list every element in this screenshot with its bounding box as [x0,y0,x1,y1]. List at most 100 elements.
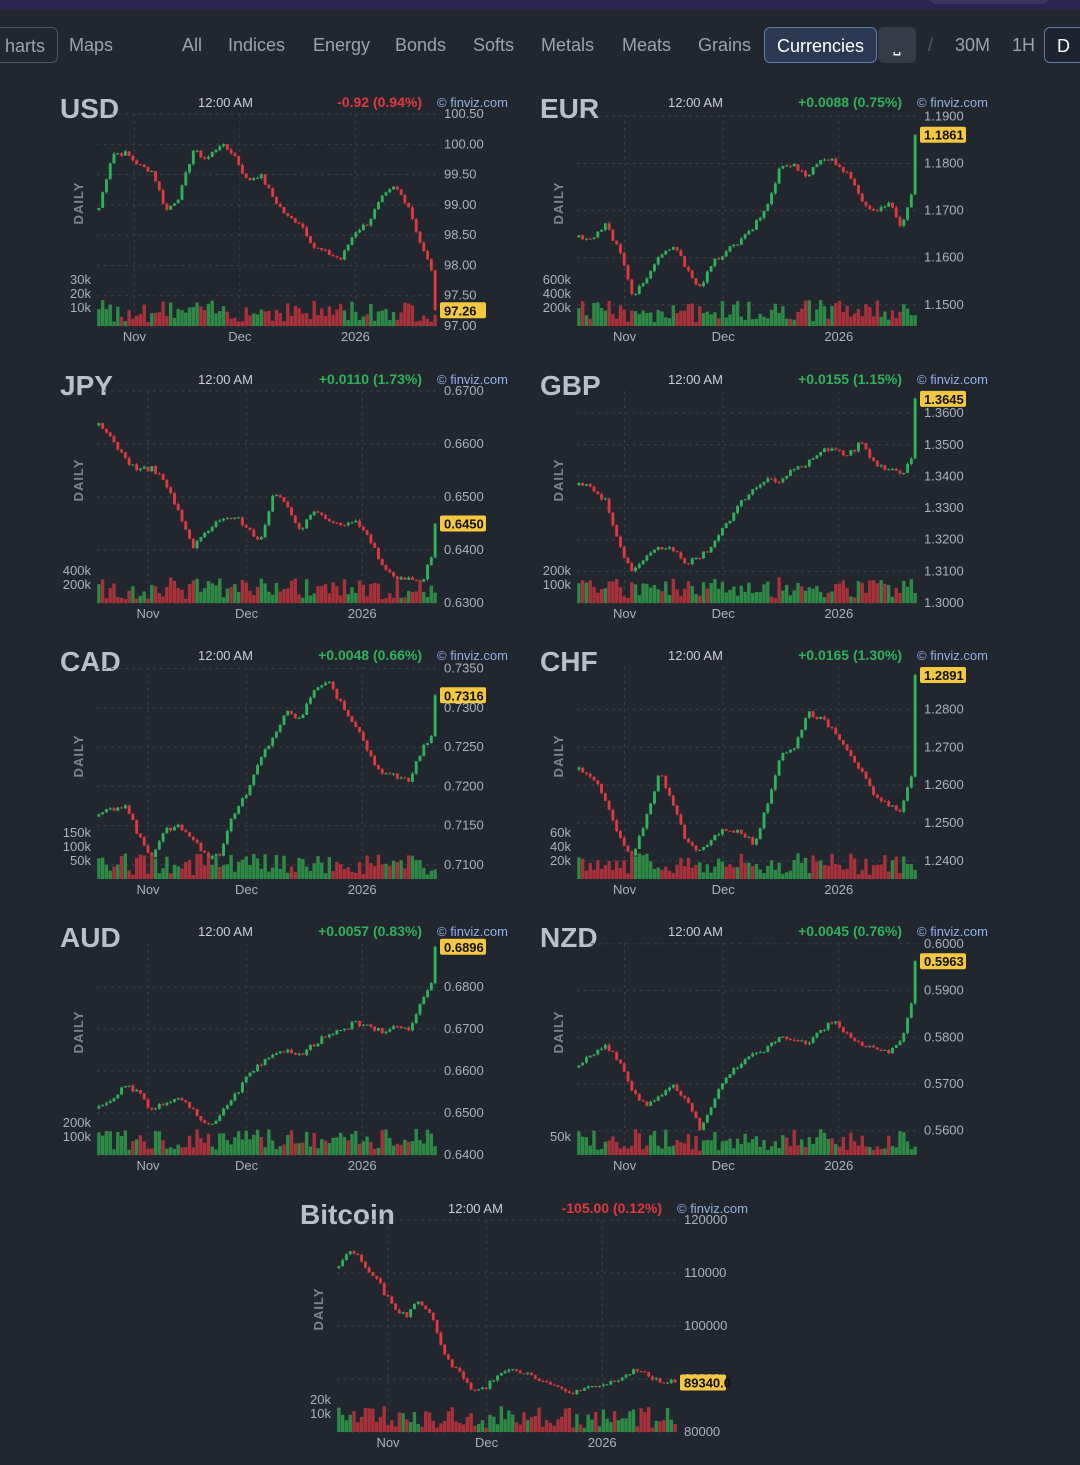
volume-bar [773,598,778,603]
chart-cad[interactable]: CAD 12:00 AM +0.0048 (0.66%) © finviz.com DA… [55,643,525,905]
volume-bar [293,1143,298,1155]
volume-bar [395,580,400,603]
candle-body [807,459,811,467]
candle-body [622,546,626,558]
chart-chf[interactable]: CHF 12:00 AM +0.0165 (1.30%) © finviz.com DA… [535,643,1005,905]
period-label: DAILY [71,182,86,225]
filter-all[interactable]: All [182,35,203,55]
volume-bar [259,309,264,326]
chart-jpy[interactable]: JPY 12:00 AM +0.0110 (1.73%) © finviz.com DA… [55,367,525,629]
chart-usd[interactable]: USD 12:00 AM -0.92 (0.94%) © finviz.com DAIL… [55,90,525,352]
candle-body [203,157,207,159]
space-icon[interactable]: ⎵ [878,27,916,63]
timeframe-30m[interactable]: 30M [955,35,991,55]
tab-maps[interactable]: Maps [69,35,114,55]
filter-softs[interactable]: Softs [473,35,515,55]
volume-bar [698,306,702,326]
volume-bar [811,321,815,326]
candle-body [600,1048,603,1050]
volume-bar [701,1140,706,1155]
candle-body [173,492,176,505]
volume-bar [894,856,898,879]
candle-body [157,473,161,475]
candle-body [868,449,872,458]
candle-body [256,178,259,180]
candle-body [399,189,403,195]
candle-body [909,458,913,464]
volume-bar [131,1141,135,1155]
volume-bar [278,591,282,603]
volume-bar [435,1427,439,1432]
candle-body [278,203,282,208]
filter-currencies[interactable]: Currencies [764,27,878,63]
candle-body [819,1030,823,1033]
candle-body [157,181,161,191]
candle-body [395,1026,399,1028]
volume-bar [622,1146,626,1155]
filter-grains[interactable]: Grains [698,35,752,55]
filter-energy[interactable]: Energy [313,35,371,55]
candle-body [462,1371,465,1379]
candle-body [728,246,732,252]
chart-bitcoin[interactable]: Bitcoin 12:00 AM -105.00 (0.12%) © finviz.c… [295,1196,765,1458]
chart-aud[interactable]: AUD 12:00 AM +0.0057 (0.83%) © finviz.com DA… [55,919,525,1181]
candle-body [751,1053,755,1057]
x-tick-label: Nov [376,1435,400,1450]
volume-bar [157,312,162,326]
candle-body [120,449,123,453]
filter-bonds[interactable]: Bonds [395,35,447,55]
tab-charts[interactable]: harts [0,27,59,63]
volume-bar [788,1146,793,1155]
filter-metals[interactable]: Metals [541,35,595,55]
timeframe-daily[interactable]: D [1044,27,1080,63]
candle-body [690,1103,694,1112]
candle-body [758,1052,762,1054]
volume-bar [202,310,207,326]
change-label: +0.0088 (0.75%) [798,94,902,110]
candle-body [637,835,641,849]
candle-body [259,1064,263,1066]
volume-bar [607,861,611,879]
candle-body [660,547,664,550]
candle-body [619,536,622,547]
volume-bar [202,1142,207,1155]
candle-body [815,1032,819,1038]
volume-bar [225,864,230,879]
candle-body [301,223,305,228]
volume-bar [660,869,664,879]
volume-bar [599,1148,604,1155]
candle-body [698,284,702,287]
candle-body [864,771,868,779]
chart-gbp[interactable]: GBP 12:00 AM +0.0155 (1.15%) © finviz.com DA… [535,367,1005,629]
filter-meats[interactable]: Meats [622,35,672,55]
volume-bar [293,871,298,879]
volume-bar [811,1144,815,1155]
volume-bar [191,874,196,879]
candle-body [683,558,687,564]
candle-body [607,1044,611,1051]
volume-bar [637,314,642,326]
window-handle[interactable] [930,0,1048,4]
volume-bar [769,309,774,326]
volume-bar [372,1148,377,1155]
candle-body [229,1100,233,1106]
timeframe-1h[interactable]: 1H [1012,35,1036,55]
candle-body [422,996,426,1004]
candle-body [407,202,411,208]
filter-indices[interactable]: Indices [228,35,286,55]
candle-body [777,482,781,484]
candle-body [286,710,290,716]
chart-nzd[interactable]: NZD 12:00 AM +0.0045 (0.76%) © finviz.com DA… [535,919,1005,1181]
chart-eur[interactable]: EUR 12:00 AM +0.0088 (0.75%) © finviz.com DA… [535,90,1005,352]
volume-bar [422,1143,426,1155]
volume-bar [424,1411,428,1432]
candle-body [800,170,804,172]
candle-body [615,820,619,832]
volume-bar [372,320,377,326]
candle-body [826,448,830,451]
volume-bar [762,584,766,603]
volume-bar [669,1419,674,1432]
last-price-badge [440,515,486,532]
candle-body [789,470,792,476]
last-price-label: 1.3645 [924,392,964,407]
